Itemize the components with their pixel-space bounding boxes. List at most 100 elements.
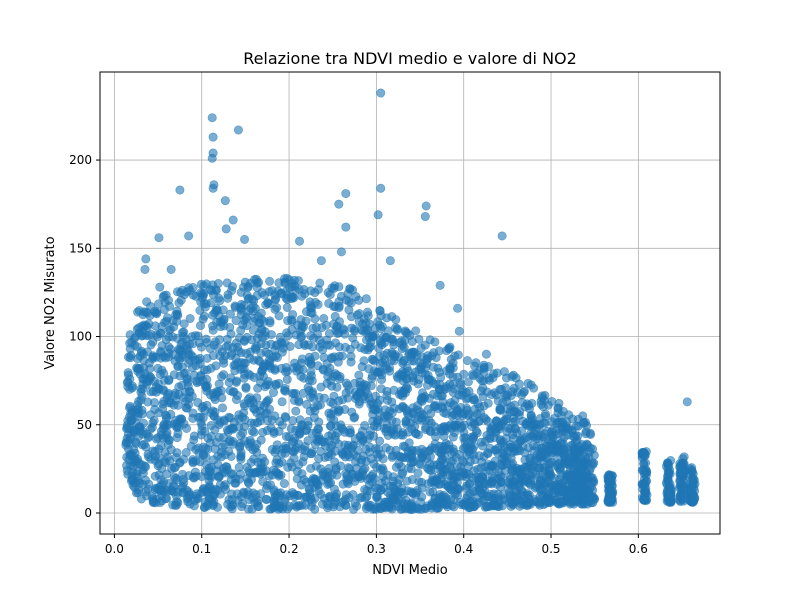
scatter-point — [281, 367, 291, 377]
scatter-point — [398, 388, 408, 398]
scatter-point — [413, 468, 423, 478]
scatter-point — [396, 370, 406, 380]
scatter-point — [397, 469, 407, 479]
scatter-point — [231, 316, 241, 326]
scatter-point — [304, 375, 314, 385]
scatter-point — [134, 306, 144, 316]
scatter-point — [429, 402, 439, 412]
scatter-point — [274, 502, 284, 512]
plot-frame — [99, 71, 721, 535]
scatter-point — [305, 485, 315, 495]
scatter-point — [220, 450, 230, 460]
scatter-point — [465, 449, 475, 459]
scatter-point — [497, 472, 507, 482]
scatter-point — [531, 454, 541, 464]
scatter-point — [257, 453, 267, 463]
scatter-point — [218, 403, 228, 413]
chart-title: Relazione tra NDVI medio e valore di NO2 — [243, 49, 577, 68]
scatter-point — [274, 426, 284, 436]
scatter-point — [366, 426, 376, 436]
scatter-point — [543, 497, 553, 507]
scatter-point — [510, 400, 520, 410]
scatter-point — [558, 487, 568, 497]
scatter-point — [462, 481, 472, 491]
scatter-point — [125, 330, 135, 340]
scatter-point — [517, 390, 527, 400]
scatter-point — [236, 303, 246, 313]
scatter-point — [252, 291, 262, 301]
scatter-point — [677, 465, 687, 475]
scatter-point — [246, 418, 256, 428]
scatter-point — [281, 441, 291, 451]
scatter-point — [525, 463, 535, 473]
scatter-point — [381, 476, 391, 486]
scatter-point — [331, 338, 341, 348]
scatter-point — [540, 466, 550, 476]
scatter-point — [453, 303, 463, 313]
scatter-point — [332, 470, 342, 480]
scatter-point — [303, 421, 313, 431]
scatter-point — [191, 471, 201, 481]
scatter-point — [369, 356, 379, 366]
scatter-point — [526, 411, 536, 421]
scatter-point — [464, 409, 474, 419]
scatter-point — [313, 285, 323, 295]
scatter-point — [159, 291, 169, 301]
scatter-point — [383, 498, 393, 508]
scatter-point — [266, 363, 276, 373]
scatter-point — [344, 493, 354, 503]
scatter-point — [223, 499, 233, 509]
scatter-point — [347, 323, 357, 333]
scatter-point — [525, 421, 535, 431]
scatter-point — [474, 416, 484, 426]
scatter-point — [430, 337, 440, 347]
scatter-point — [320, 452, 330, 462]
scatter-point — [142, 347, 152, 357]
scatter-point — [198, 375, 208, 385]
scatter-point — [279, 479, 289, 489]
scatter-point — [570, 459, 580, 469]
scatter-point — [274, 311, 284, 321]
data-points — [121, 88, 700, 514]
scatter-point — [377, 370, 387, 380]
scatter-point — [157, 365, 167, 375]
scatter-point — [170, 356, 180, 366]
scatter-point — [362, 307, 372, 317]
scatter-point — [373, 210, 383, 220]
scatter-point — [200, 426, 210, 436]
scatter-point — [221, 224, 231, 234]
scatter-point — [430, 443, 440, 453]
scatter-point — [603, 473, 613, 483]
scatter-point — [375, 306, 385, 316]
scatter-point — [354, 295, 364, 305]
scatter-point — [271, 445, 281, 455]
scatter-point — [637, 493, 647, 503]
scatter-point — [257, 325, 267, 335]
scatter-point — [364, 343, 374, 353]
scatter-point — [172, 309, 182, 319]
scatter-point — [211, 286, 221, 296]
scatter-point — [682, 397, 692, 407]
scatter-point — [311, 322, 321, 332]
scatter-point — [337, 351, 347, 361]
scatter-point — [398, 358, 408, 368]
scatter-point — [489, 369, 499, 379]
scatter-point — [198, 487, 208, 497]
scatter-point — [308, 342, 318, 352]
scatter-point — [184, 231, 194, 241]
scatter-point — [311, 461, 321, 471]
scatter-point — [128, 462, 138, 472]
scatter-point — [330, 302, 340, 312]
scatter-point — [468, 434, 478, 444]
scatter-point — [249, 355, 259, 365]
scatter-point — [456, 467, 466, 477]
scatter-point — [209, 180, 219, 190]
scatter-point — [228, 469, 238, 479]
scatter-point — [151, 308, 161, 318]
scatter-point — [448, 372, 458, 382]
scatter-point — [456, 380, 466, 390]
scatter-point — [124, 455, 134, 465]
scatter-point — [200, 502, 210, 512]
scatter-point — [408, 373, 418, 383]
scatter-point — [405, 418, 415, 428]
